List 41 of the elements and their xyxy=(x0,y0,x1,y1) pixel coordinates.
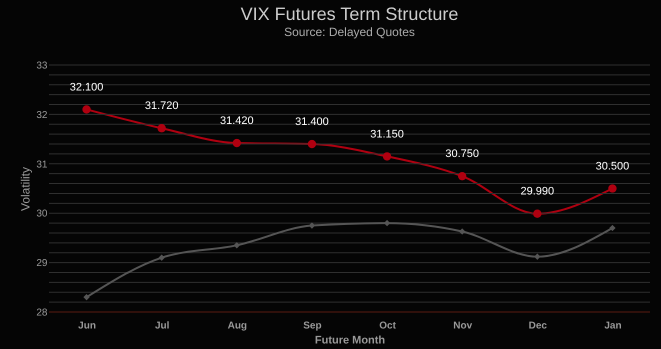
x-tick-label: Oct xyxy=(379,320,397,332)
data-label: 31.400 xyxy=(295,116,329,128)
data-label: 32.100 xyxy=(70,81,104,94)
y-tick-label: 32 xyxy=(36,110,48,121)
point xyxy=(308,222,316,229)
data-label: 30.500 xyxy=(596,160,630,172)
chart-subtitle: Source: Delayed Quotes xyxy=(284,25,415,39)
y-tick-label: 33 xyxy=(36,60,48,72)
point xyxy=(384,220,390,226)
point xyxy=(459,228,466,235)
data-label: 29.990 xyxy=(520,186,554,198)
y-tick-label: 29 xyxy=(36,258,48,270)
x-axis-title: Future Month xyxy=(314,334,386,346)
data-label: 31.420 xyxy=(220,115,254,128)
data-label: 31.720 xyxy=(144,100,179,112)
y-tick-label: 28 xyxy=(36,308,48,318)
point xyxy=(308,140,316,148)
point xyxy=(234,242,240,248)
y-axis-title: Volatility xyxy=(18,166,32,212)
point xyxy=(382,152,392,161)
point xyxy=(609,224,616,232)
x-tick-label: Sep xyxy=(303,320,322,332)
y-tick-label: 31 xyxy=(36,159,48,170)
x-tick-label: Jun xyxy=(78,320,96,332)
x-tick-label: Aug xyxy=(228,320,248,332)
y-tick-label: 30 xyxy=(36,208,48,220)
x-tick-label: Jul xyxy=(154,320,170,332)
point xyxy=(83,294,90,300)
data-label: 31.150 xyxy=(370,128,404,140)
point xyxy=(82,105,91,114)
point xyxy=(608,184,617,193)
x-tick-label: Nov xyxy=(453,320,473,332)
data-label: 30.750 xyxy=(445,148,480,160)
chart-title: VIX Futures Term Structure xyxy=(240,4,458,24)
x-tick-label: Dec xyxy=(528,320,548,332)
x-tick-label: Jan xyxy=(604,320,622,332)
point xyxy=(158,254,165,261)
point xyxy=(232,138,241,148)
point xyxy=(533,210,542,218)
point xyxy=(458,172,466,180)
point xyxy=(158,124,166,132)
